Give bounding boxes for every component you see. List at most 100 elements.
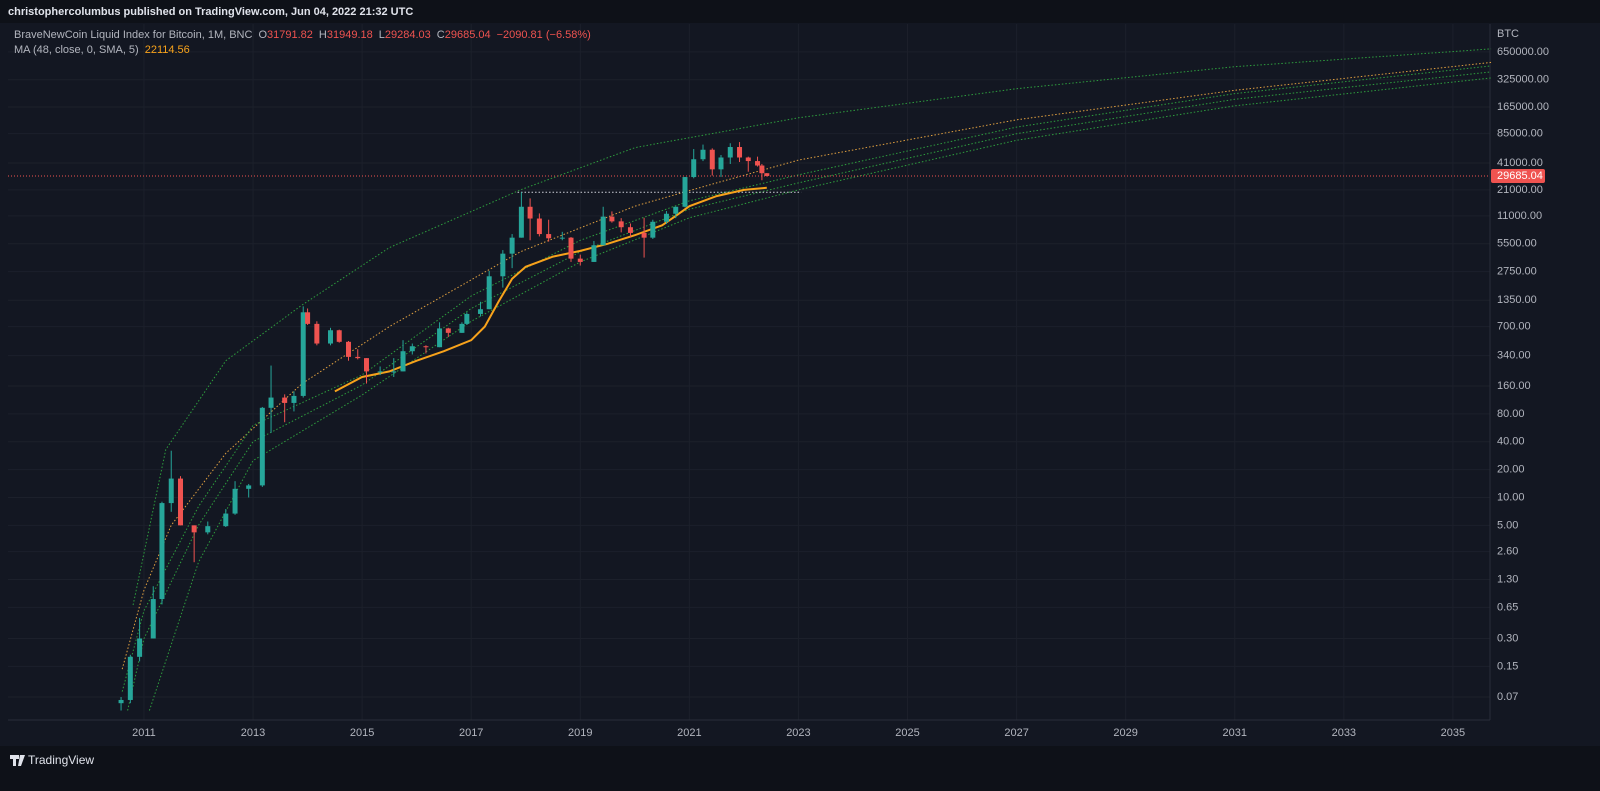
candle-body	[291, 395, 297, 403]
candle-body	[577, 258, 583, 262]
y-tick-label: 1.30	[1497, 573, 1518, 585]
x-tick-label: 2027	[1004, 727, 1028, 739]
y-tick-label: 325000.00	[1497, 74, 1549, 86]
y-tick-label: 21000.00	[1497, 184, 1543, 196]
x-tick-label: 2023	[786, 727, 810, 739]
candle-body	[682, 177, 688, 207]
candle-body	[518, 206, 524, 238]
ohlc-value: 31791.82	[267, 29, 313, 41]
x-tick-label: 2035	[1441, 727, 1465, 739]
top-bar	[0, 0, 1600, 23]
candle-body	[127, 656, 133, 700]
y-tick-label: 650000.00	[1497, 46, 1549, 58]
y-tick-label: 2.60	[1497, 546, 1518, 558]
x-tick-label: 2019	[568, 727, 592, 739]
candle-body	[391, 371, 397, 373]
candle-body	[232, 488, 238, 514]
candle-body	[609, 216, 615, 222]
y-tick-label: 0.07	[1497, 691, 1518, 703]
y-tick-label: 0.65	[1497, 601, 1518, 613]
candle-body	[150, 599, 156, 639]
candle-body	[459, 323, 465, 333]
y-tick-label: 340.00	[1497, 350, 1531, 362]
ohlc-value: 31949.18	[327, 29, 373, 41]
y-tick-label: 700.00	[1497, 321, 1531, 333]
candle-body	[137, 638, 143, 657]
candle-body	[409, 346, 415, 352]
y-tick-label: 0.15	[1497, 660, 1518, 672]
candle-body	[314, 323, 320, 344]
candle-body	[355, 356, 361, 359]
candle-body	[663, 213, 669, 222]
last-price-badge	[1491, 168, 1545, 183]
y-tick-label: 1350.00	[1497, 294, 1537, 306]
logo	[10, 755, 25, 766]
candle-body	[745, 157, 751, 162]
x-tick-label: 2017	[459, 727, 483, 739]
candle-body	[363, 358, 369, 372]
ohlc-value: 29284.03	[385, 29, 431, 41]
candle-body	[691, 159, 697, 178]
y-tick-label: 11000.00	[1497, 210, 1542, 222]
candle-body	[546, 234, 552, 239]
candle-body	[559, 237, 565, 239]
candle-body	[259, 407, 265, 486]
candle-body	[345, 341, 351, 357]
moving-average	[334, 186, 767, 393]
x-tick-label: 2021	[677, 727, 701, 739]
candle-body	[168, 478, 174, 504]
y-tick-label: 41000.00	[1497, 157, 1543, 169]
regression-band	[127, 71, 1492, 711]
candle-body	[700, 149, 706, 160]
candle-body	[627, 227, 633, 233]
candle-body	[377, 371, 383, 373]
candle-body	[445, 328, 451, 333]
y-tick-label: 165000.00	[1497, 101, 1549, 113]
footer-brand: TradingView	[28, 753, 94, 767]
candle-body	[282, 397, 288, 403]
candle-body	[568, 237, 574, 259]
axis-unit: BTC	[1497, 28, 1519, 40]
candle-body	[641, 232, 647, 238]
y-tick-label: 5500.00	[1497, 238, 1537, 250]
last-price-label: 29685.04	[1497, 170, 1543, 182]
y-tick-label: 2750.00	[1497, 266, 1537, 278]
candle-body	[178, 478, 184, 526]
candle-body	[618, 221, 624, 228]
candle-body	[755, 161, 761, 166]
candle-body	[336, 330, 342, 342]
ma-legend: MA (48, close, 0, SMA, 5)	[14, 44, 139, 56]
candle-body	[650, 221, 656, 238]
candle-body	[205, 526, 211, 533]
bottom-bar	[0, 746, 1600, 791]
candle-body	[223, 513, 229, 527]
candle-body	[327, 330, 333, 344]
ohlc-key: L	[379, 29, 385, 41]
candle-body	[191, 525, 197, 533]
ohlc-value: 29685.04	[445, 29, 491, 41]
candle-body	[536, 218, 542, 235]
y-tick-label: 0.30	[1497, 632, 1518, 644]
candle-body	[591, 245, 597, 262]
y-tick-label: 85000.00	[1497, 128, 1543, 140]
candle-body	[159, 503, 165, 600]
ma-value: 22114.56	[145, 44, 190, 56]
candle-body	[305, 312, 311, 324]
candle-body	[300, 312, 306, 396]
candle-body	[486, 276, 492, 310]
x-tick-label: 2011	[132, 727, 156, 739]
x-tick-label: 2031	[1223, 727, 1247, 739]
candle-body	[527, 206, 533, 219]
ohlc-key: H	[319, 29, 327, 41]
legend-values: O31791.82 H31949.18 L29284.03 C29685.04 −209…	[258, 29, 590, 41]
candle-body	[464, 313, 470, 324]
x-tick-label: 2033	[1332, 727, 1356, 739]
x-tick-label: 2029	[1113, 727, 1137, 739]
candle-body	[509, 237, 515, 254]
candle-body	[737, 147, 743, 158]
candle-body	[477, 309, 483, 314]
candle-body	[400, 351, 406, 372]
candle-body	[600, 216, 606, 246]
